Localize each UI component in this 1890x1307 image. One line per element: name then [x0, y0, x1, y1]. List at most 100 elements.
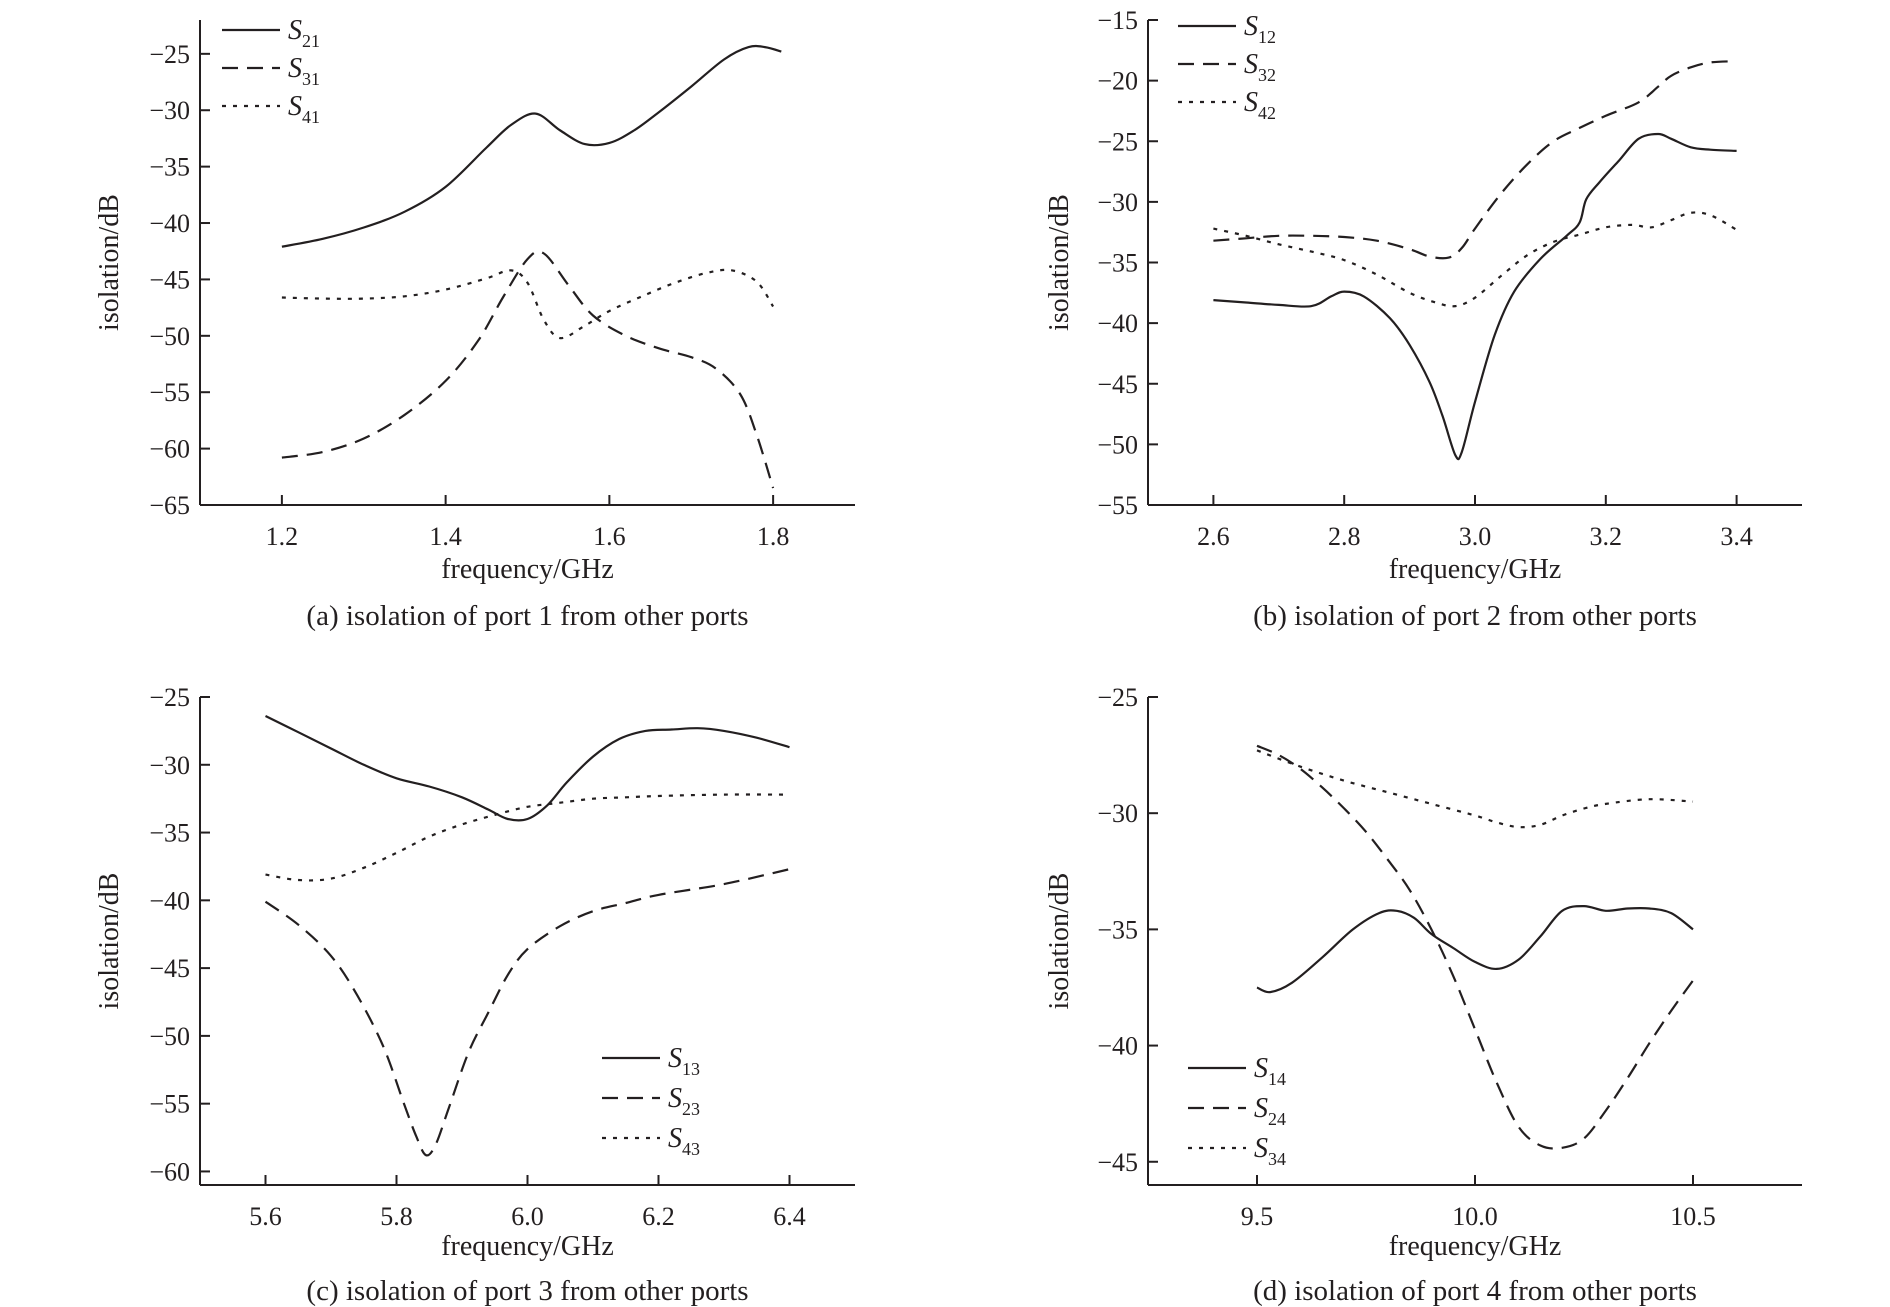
legend-label: S12: [1244, 11, 1276, 47]
panel-c: −60 −55 −50 −45 −40 −35 −30 −25 5.6 5.8 6.0 6.2 6.4 f…: [94, 683, 855, 1307]
y-tick-label: −30: [149, 751, 190, 780]
legend-subscript: 14: [1268, 1069, 1286, 1089]
legend-symbol: S: [1254, 1093, 1268, 1124]
x-tick-label: 1.8: [757, 522, 790, 551]
y-tick-label: −35: [149, 819, 190, 848]
series-line-s14: [1256, 904, 1694, 994]
x-axis-label: frequency/GHz: [441, 554, 614, 585]
y-tick-label: −50: [149, 1022, 190, 1051]
series-line-s12: [1213, 132, 1737, 461]
y-tick-label: −35: [1097, 915, 1138, 944]
x-tick-label: 1.6: [593, 522, 626, 551]
legend-label: S41: [288, 91, 320, 127]
x-tick-label: 1.2: [266, 522, 299, 551]
y-tick-label: −25: [149, 40, 190, 69]
x-tick-label: 2.6: [1197, 522, 1230, 551]
x-tick-label: 1.4: [429, 522, 462, 551]
x-tick-label: 3.4: [1720, 522, 1753, 551]
legend-symbol: S: [1244, 87, 1258, 118]
x-axis-label: frequency/GHz: [441, 1231, 614, 1262]
y-tick-label: −30: [1097, 799, 1138, 828]
legend-symbol: S: [668, 1043, 682, 1074]
x-tick-label: 3.2: [1590, 522, 1623, 551]
legend-symbol: S: [668, 1083, 682, 1114]
legend-label: S43: [668, 1123, 700, 1159]
y-tick-label: −50: [149, 322, 190, 351]
x-axis-label: frequency/GHz: [1389, 1231, 1562, 1262]
legend-symbol: S: [288, 91, 302, 122]
legend-subscript: 23: [682, 1099, 700, 1119]
y-tick-label: −55: [1097, 491, 1138, 520]
series-line-s24: [1256, 744, 1694, 1150]
y-axis-label: isolation/dB: [1044, 194, 1075, 331]
legend-subscript: 34: [1268, 1149, 1286, 1169]
legend-subscript: 41: [302, 107, 320, 127]
y-tick-label: −25: [149, 683, 190, 712]
x-tick-label: 6.2: [642, 1202, 675, 1231]
y-tick-label: −35: [1097, 249, 1138, 278]
x-axis-label: frequency/GHz: [1389, 554, 1562, 585]
y-tick-label: −45: [149, 954, 190, 983]
legend-subscript: 12: [1258, 27, 1276, 47]
x-tick-label: 5.6: [249, 1202, 282, 1231]
y-tick-label: −50: [1097, 430, 1138, 459]
legend-label: S32: [1244, 49, 1276, 85]
y-tick-label: −55: [149, 1090, 190, 1119]
legend-label: S34: [1254, 1133, 1286, 1169]
series-line-s41: [281, 268, 775, 340]
legend-subscript: 43: [682, 1139, 700, 1159]
legend-symbol: S: [1254, 1053, 1268, 1084]
legend-label: S21: [288, 15, 320, 51]
legend-symbol: S: [668, 1123, 682, 1154]
series-line-s42: [1213, 211, 1738, 308]
x-tick-label: 10.0: [1452, 1202, 1498, 1231]
legend-label: S42: [1244, 87, 1276, 123]
y-tick-label: −55: [149, 378, 190, 407]
y-tick-label: −40: [1097, 1032, 1138, 1061]
legend-subscript: 42: [1258, 103, 1276, 123]
panel-caption: (d) isolation of port 4 from other ports: [1253, 1275, 1697, 1307]
series-line-s21: [281, 44, 782, 248]
legend-subscript: 32: [1258, 65, 1276, 85]
legend-label: S24: [1254, 1093, 1286, 1129]
x-tick-label: 10.5: [1670, 1202, 1716, 1231]
x-tick-label: 6.4: [773, 1202, 806, 1231]
y-tick-label: −20: [1097, 67, 1138, 96]
y-tick-label: −65: [149, 491, 190, 520]
legend-label: S14: [1254, 1053, 1286, 1089]
y-tick-label: −45: [149, 265, 190, 294]
legend-label: S31: [288, 53, 320, 89]
x-tick-label: 2.8: [1328, 522, 1361, 551]
series-line-s31: [281, 250, 775, 489]
y-tick-label: −25: [1097, 683, 1138, 712]
x-tick-label: 6.0: [511, 1202, 544, 1231]
panel-caption: (c) isolation of port 3 from other ports: [306, 1275, 748, 1307]
series-line-s23: [264, 868, 790, 1157]
legend-symbol: S: [288, 15, 302, 46]
y-tick-label: −60: [149, 1157, 190, 1186]
legend-symbol: S: [1244, 11, 1258, 42]
y-tick-label: −40: [1097, 309, 1138, 338]
y-axis-label: isolation/dB: [94, 873, 125, 1010]
series-line-s32: [1213, 60, 1737, 260]
y-tick-label: −40: [149, 886, 190, 915]
legend-label: S23: [668, 1083, 700, 1119]
legend-subscript: 21: [302, 31, 320, 51]
legend-label: S13: [668, 1043, 700, 1079]
legend-subscript: 24: [1268, 1109, 1286, 1129]
panel-caption: (b) isolation of port 2 from other ports: [1253, 600, 1697, 632]
y-axis-label: isolation/dB: [94, 194, 125, 331]
panel-b: −55 −50 −45 −40 −35 −30 −25 −20 −15 2.6 2.8 3.0 3.2 3…: [1044, 6, 1802, 632]
legend-symbol: S: [288, 53, 302, 84]
legend-subscript: 13: [682, 1059, 700, 1079]
series-line-s43: [265, 793, 790, 882]
panel-caption: (a) isolation of port 1 from other ports: [306, 600, 748, 632]
y-axis-label: isolation/dB: [1044, 873, 1075, 1010]
y-tick-label: −45: [1097, 370, 1138, 399]
legend-symbol: S: [1244, 49, 1258, 80]
panel-d: −45 −40 −35 −30 −25 9.5 10.0 10.5 frequency/GHz i…: [1044, 683, 1802, 1307]
y-tick-label: −60: [149, 435, 190, 464]
y-tick-label: −45: [1097, 1148, 1138, 1177]
x-tick-label: 3.0: [1459, 522, 1492, 551]
